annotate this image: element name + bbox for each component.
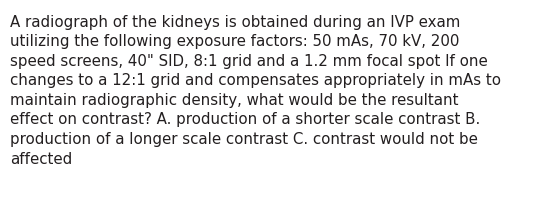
- Text: A radiograph of the kidneys is obtained during an IVP exam
utilizing the followi: A radiograph of the kidneys is obtained …: [10, 15, 501, 167]
